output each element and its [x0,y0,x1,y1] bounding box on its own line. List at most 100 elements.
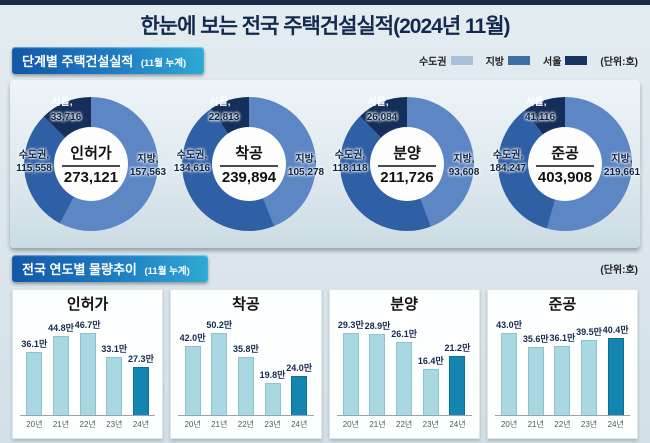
bar-23년: 39.5만 [576,325,603,415]
section2-title-box: 전국 연도별 물량추이 (11월 누계) [12,255,208,282]
donut-center: 착공 239,894 [212,127,286,201]
sudogwon-value: 134,616 [173,162,211,174]
sudogwon-name: 수도권, [492,150,524,161]
seoul-value: 41,116 [524,112,556,123]
legend-swatch-seoul [565,56,588,65]
x-axis-tick-label: 24년 [291,420,308,429]
x-axis-tick-label: 22년 [554,420,571,429]
bar-segment [342,333,359,415]
bars-area: 42.0만 50.2만 35.8만 19.8만 24.0만 [178,312,314,416]
seoul-label: 서울, [367,97,389,108]
x-axis-tick-label: 23년 [106,420,123,429]
x-axis-tick-label: 21년 [211,420,228,429]
bar-20년: 42.0만 [179,331,206,415]
x-axis-tick-label: 23년 [264,420,281,429]
bar-24년: 21.2만 [444,341,471,415]
bar-chart-title: 분양 [390,296,418,313]
x-axis-tick-label: 21년 [369,420,386,429]
bar-21년: 50.2만 [206,318,233,415]
x-axis-tick-label: 21년 [527,420,544,429]
bar-21년: 28.9만 [364,319,391,415]
bar-value-label: 39.5만 [576,326,602,337]
bar-22년: 46.7만 [74,318,101,415]
legend-swatch-jibang [508,56,530,65]
jibang-name: 지방, [295,154,317,165]
sudogwon-value: 184,247 [489,162,527,174]
legend-label: 지방 [485,57,504,68]
jibang-name: 지방, [611,154,633,165]
legend-swatch-sudogwon [450,56,473,65]
x-axis-labels: 20년 21년 22년 23년 24년 [178,419,313,430]
legend-label: 수도권 [418,57,447,68]
jibang-label: 지방, 157,563 [119,154,177,179]
bar-value-label: 27.3만 [128,354,154,365]
bar-chart-title: 인허가 [66,296,109,313]
legend-item-seoul: 서울 [543,53,588,68]
bar-value-label: 19.8만 [259,369,286,380]
donut-title: 준공 [551,145,579,162]
bar-chart-title: 준공 [548,296,577,313]
legend-item-jibang: 지방 [486,53,530,68]
bar-23년: 19.8만 [259,368,286,415]
seoul-label: 서울, [51,97,73,108]
x-axis-tick-label: 22년 [79,420,96,429]
bar-value-label: 35.6만 [522,334,549,345]
bar-chart-title: 착공 [232,296,260,313]
bar-chart-completions: 준공 43.0만 35.6만 36.1만 39.5만 40.4만 20년 21년 22년 23… [486,289,638,439]
bar-segment [527,347,544,415]
bar-segment [211,333,228,415]
section2-subtitle: (11월 누계) [144,266,190,277]
unit-label: (단위:호) [600,57,638,68]
sudogwon-value: 118,118 [332,162,368,174]
x-axis-tick-label: 21년 [52,420,70,429]
bar-24년: 24.0만 [286,361,313,415]
jibang-value: 219,661 [603,166,641,178]
section2-title: 전국 연도별 물량추이 [22,262,137,277]
bar-segment [396,341,413,415]
x-axis-tick-label: 24년 [607,420,624,429]
bar-segment [52,336,69,415]
jibang-name: 지방, [453,154,475,165]
seoul-value: 22,813 [208,112,240,123]
bar-value-label: 36.1만 [549,333,576,344]
bar-value-label: 44.8만 [48,323,74,334]
unit-label: (단위:호) [600,265,638,276]
bar-segment [607,337,624,415]
bar-segment [581,339,598,415]
divider-line [220,165,278,167]
jibang-value: 157,563 [129,166,167,178]
donut-total: 211,726 [380,169,434,186]
bar-segment [106,356,123,415]
bar-value-label: 43.0만 [496,320,522,330]
donut-total: 403,908 [537,169,593,186]
jibang-label: 지방, 93,608 [435,154,493,179]
donut-total: 273,121 [63,169,119,186]
bar-24년: 27.3만 [128,352,155,415]
bar-chart-permits: 인허가 36.1만 44.8만 46.7만 33.1만 27.3만 20년 21년 22년 2… [12,289,164,439]
bar-23년: 16.4만 [417,354,444,415]
sudogwon-value: 115,558 [16,162,52,174]
bar-segment [26,351,43,415]
bar-22년: 35.8만 [233,342,260,415]
divider-line [378,165,436,167]
bar-20년: 36.1만 [21,337,48,415]
bars-area: 36.1만 44.8만 46.7만 33.1만 27.3만 [20,312,156,416]
donut-title: 인허가 [70,145,112,162]
bar-value-label: 40.4만 [602,324,629,335]
bar-value-label: 42.0만 [179,333,206,344]
bar-value-label: 29.3만 [337,320,364,330]
donut-title: 분양 [393,145,421,162]
x-axis-labels: 20년 21년 22년 23년 24년 [20,419,155,430]
bar-segment [132,367,149,415]
legend: 수도권 지방 서울 (단위:호) [419,53,638,68]
bars-area: 43.0만 35.6만 36.1만 39.5만 40.4만 [494,312,630,416]
bar-chart-starts: 착공 42.0만 50.2만 35.8만 19.8만 24.0만 20년 21년 22년 23… [170,289,322,439]
donut-center: 분양 211,726 [370,127,444,201]
sudogwon-label: 수도권, 118,118 [321,150,379,175]
bars-area: 29.3만 28.9만 26.1만 16.4만 21.2만 [336,312,472,416]
seoul-label: 서울, [209,97,231,108]
section1-header-row: 단계별 주택건설실적 (11월 누계) 수도권 지방 서울 (단위:호) [12,47,638,74]
jibang-value: 105,278 [287,166,325,178]
bar-22년: 26.1만 [391,327,418,415]
bar-20년: 43.0만 [496,318,523,415]
